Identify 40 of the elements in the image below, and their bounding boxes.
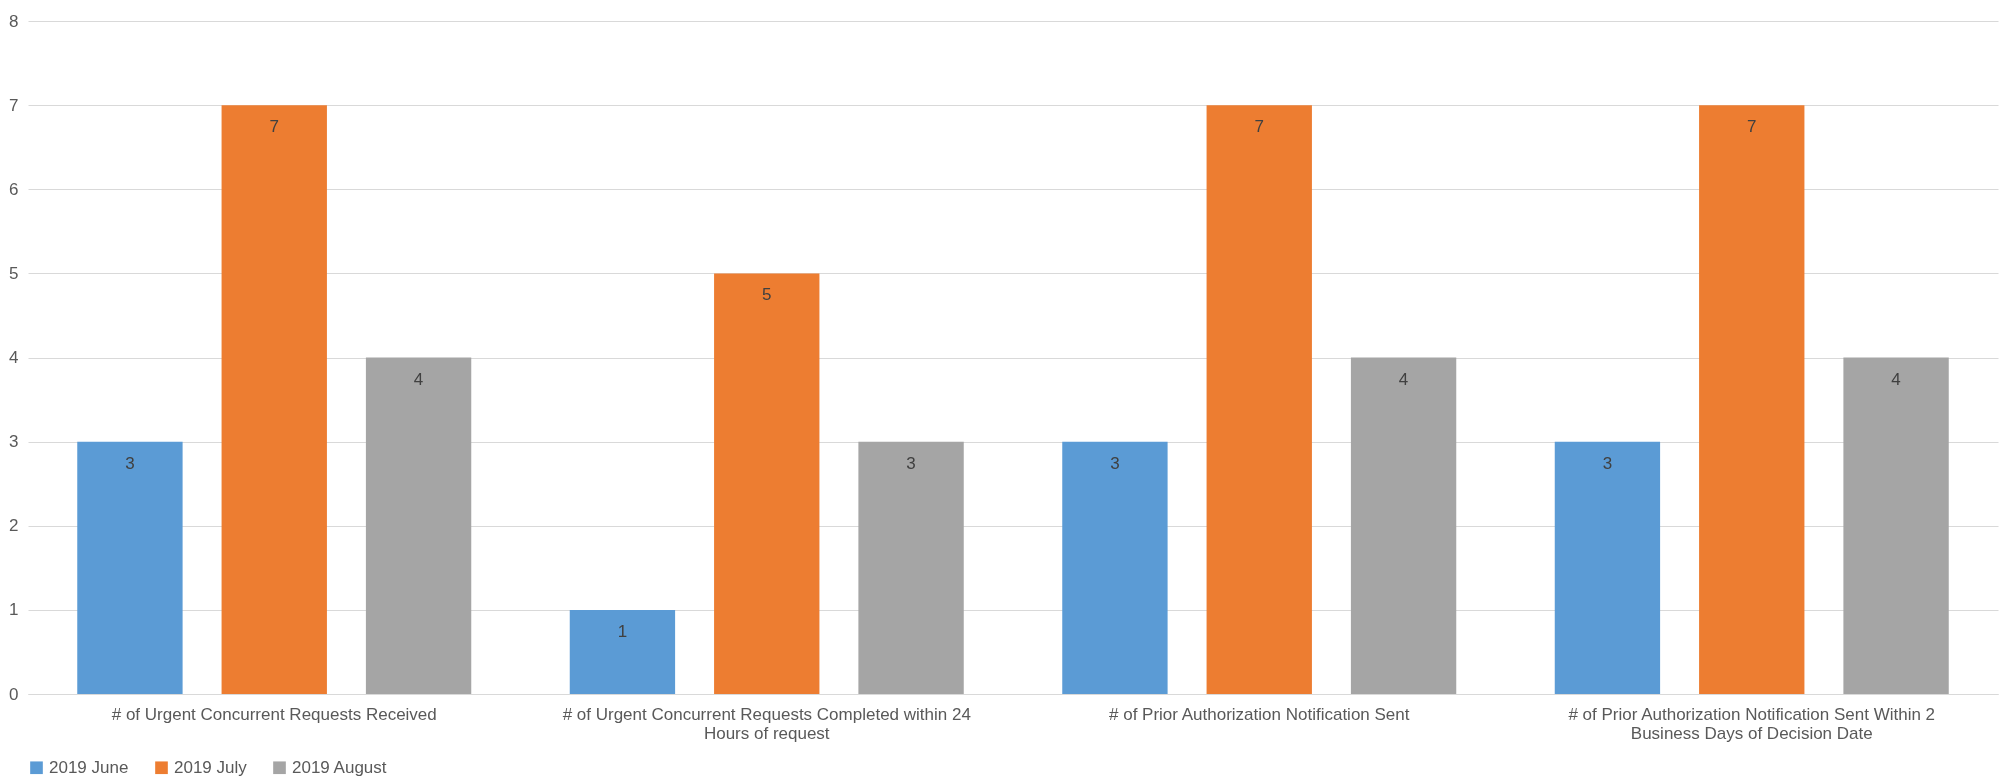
bar xyxy=(1554,441,1661,694)
data-label: 3 xyxy=(906,453,916,473)
bar xyxy=(1843,357,1949,694)
legend-label: 2019 July xyxy=(174,757,248,777)
bar xyxy=(858,441,964,694)
data-label: 4 xyxy=(1398,369,1409,389)
bar xyxy=(221,105,327,694)
bar xyxy=(1350,357,1457,694)
legend-label: 2019 June xyxy=(49,757,129,777)
y-tick-label: 2 xyxy=(9,516,19,536)
data-label: 4 xyxy=(413,369,424,389)
y-tick-label: 7 xyxy=(9,95,19,115)
y-tick-label: 1 xyxy=(9,600,19,620)
y-tick-label: 4 xyxy=(9,348,19,367)
data-label: 3 xyxy=(1110,453,1120,473)
bar xyxy=(77,441,183,694)
y-tick-label: 6 xyxy=(9,179,19,199)
y-tick-label: 5 xyxy=(9,263,19,283)
y-tick-label: 0 xyxy=(9,684,19,704)
data-label: 4 xyxy=(1891,369,1901,389)
x-tick-label: # of Urgent Concurrent Requests Completed within 24 Hours of request xyxy=(562,704,971,743)
x-tick-label: # of Urgent Concurrent Requests Received xyxy=(111,704,437,724)
bar xyxy=(1206,105,1312,694)
bar xyxy=(365,357,472,694)
x-tick-label: # of Prior Authorization Notification Sent xyxy=(1109,704,1410,724)
bar xyxy=(1699,105,1805,694)
y-tick-label: 8 xyxy=(9,11,19,31)
data-label: 1 xyxy=(617,621,628,641)
data-label: 5 xyxy=(762,285,772,305)
bar xyxy=(714,273,820,694)
bar xyxy=(1062,441,1168,694)
data-label: 7 xyxy=(1254,117,1264,137)
legend-label: 2019 August xyxy=(292,757,387,777)
data-label: 3 xyxy=(1602,453,1613,473)
data-label: 7 xyxy=(269,117,279,137)
x-tick-label: # of Prior Authorization Notification Sent Within 2 Business Days of Decision Date xyxy=(1568,704,1936,743)
y-tick-label: 3 xyxy=(9,432,19,452)
data-label: 7 xyxy=(1747,117,1757,137)
data-label: 3 xyxy=(125,453,135,473)
bar xyxy=(569,609,676,694)
